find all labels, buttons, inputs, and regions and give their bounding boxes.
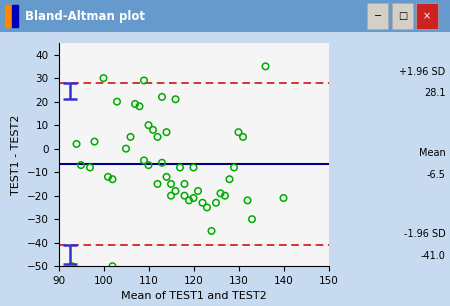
Point bbox=[154, 181, 161, 186]
Point bbox=[194, 188, 202, 193]
Point bbox=[190, 165, 197, 170]
Point bbox=[163, 174, 170, 179]
Point bbox=[131, 102, 139, 106]
Point bbox=[145, 123, 152, 128]
Text: Bland-Altman plot: Bland-Altman plot bbox=[25, 9, 145, 23]
Point bbox=[91, 139, 98, 144]
Point bbox=[73, 141, 80, 146]
Point bbox=[221, 193, 229, 198]
Text: −: − bbox=[374, 11, 382, 21]
Point bbox=[226, 177, 233, 182]
Bar bbox=[12, 5, 18, 27]
Point bbox=[149, 127, 157, 132]
Text: -41.0: -41.0 bbox=[421, 251, 446, 261]
Text: Mean: Mean bbox=[419, 148, 446, 158]
Point bbox=[199, 200, 206, 205]
Point bbox=[154, 134, 161, 139]
Point bbox=[235, 130, 242, 135]
X-axis label: Mean of TEST1 and TEST2: Mean of TEST1 and TEST2 bbox=[121, 292, 266, 301]
Point bbox=[77, 163, 85, 168]
Point bbox=[181, 181, 188, 186]
Point bbox=[203, 205, 211, 210]
Point bbox=[113, 99, 121, 104]
Point bbox=[212, 200, 220, 205]
Point bbox=[140, 158, 148, 163]
Point bbox=[185, 198, 193, 203]
Point bbox=[172, 188, 179, 193]
Point bbox=[248, 217, 256, 222]
Point bbox=[122, 146, 130, 151]
Point bbox=[280, 196, 287, 200]
Point bbox=[181, 193, 188, 198]
Point bbox=[109, 177, 116, 182]
Point bbox=[145, 163, 152, 168]
Point bbox=[262, 64, 269, 69]
Point bbox=[140, 78, 148, 83]
Text: □: □ bbox=[398, 11, 407, 21]
Point bbox=[239, 134, 247, 139]
Text: 28.1: 28.1 bbox=[424, 88, 446, 99]
Point bbox=[230, 165, 238, 170]
Point bbox=[176, 165, 184, 170]
Text: -1.96 SD: -1.96 SD bbox=[404, 229, 446, 239]
Point bbox=[167, 181, 175, 186]
Bar bbox=[367, 3, 388, 29]
Point bbox=[163, 130, 170, 135]
Point bbox=[208, 229, 215, 233]
Point bbox=[167, 193, 175, 198]
Point bbox=[104, 174, 112, 179]
Point bbox=[172, 97, 179, 102]
Y-axis label: TEST1 - TEST2: TEST1 - TEST2 bbox=[11, 114, 21, 195]
FancyBboxPatch shape bbox=[0, 0, 450, 32]
Point bbox=[86, 165, 94, 170]
Point bbox=[158, 160, 166, 165]
Text: +1.96 SD: +1.96 SD bbox=[399, 67, 446, 77]
Point bbox=[217, 191, 224, 196]
Point bbox=[190, 196, 197, 200]
Point bbox=[100, 76, 107, 80]
Point bbox=[136, 104, 143, 109]
Text: -6.5: -6.5 bbox=[427, 170, 446, 180]
Point bbox=[244, 198, 251, 203]
Point bbox=[109, 264, 116, 269]
Point bbox=[158, 95, 166, 99]
Text: ×: × bbox=[423, 11, 431, 21]
Bar bbox=[392, 3, 413, 29]
Bar bbox=[416, 3, 438, 29]
Point bbox=[127, 134, 134, 139]
Bar bbox=[4, 5, 11, 27]
Point bbox=[68, 264, 76, 269]
